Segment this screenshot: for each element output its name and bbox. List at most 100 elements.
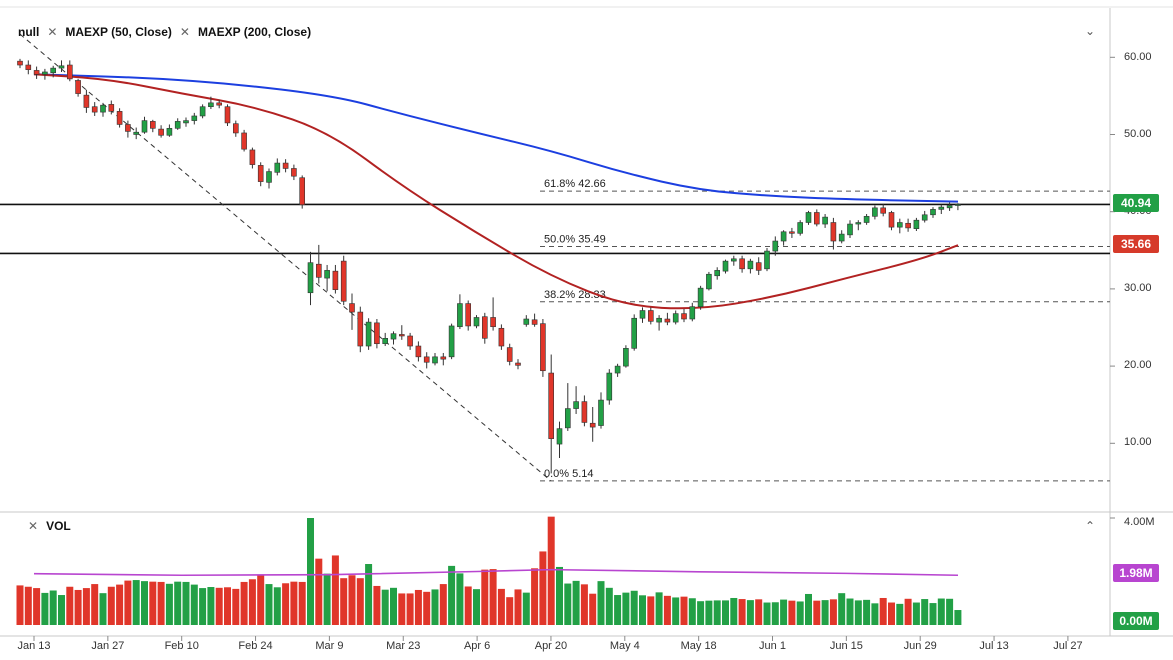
- price-tick: 60.00: [1124, 51, 1152, 63]
- volume-bar: [547, 516, 555, 625]
- candle-body: [133, 131, 139, 135]
- volume-bar: [257, 574, 265, 625]
- volume-bar: [74, 589, 82, 625]
- candle-body: [473, 317, 480, 327]
- candle-body: [150, 121, 156, 129]
- candle-body: [631, 317, 638, 349]
- candle-body: [42, 71, 48, 75]
- chevron-down-icon[interactable]: ⌄: [1085, 24, 1096, 38]
- volume-bar: [937, 598, 945, 625]
- candle-body: [764, 250, 770, 270]
- candle-body: [573, 401, 579, 409]
- volume-bar: [398, 593, 406, 625]
- ma50-line: [33, 73, 959, 310]
- candle-body: [822, 216, 828, 225]
- volume-bar: [423, 591, 431, 625]
- time-tick: Jan 13: [17, 640, 51, 652]
- candle-body: [689, 306, 696, 320]
- candle-body: [158, 128, 164, 136]
- candle-body: [805, 212, 812, 223]
- volume-legend-label[interactable]: VOL: [46, 519, 71, 533]
- candle-body: [755, 262, 762, 271]
- volume-bar: [307, 518, 314, 625]
- candle-body: [374, 322, 380, 345]
- volume-bar: [622, 592, 630, 625]
- candle-body: [531, 319, 538, 325]
- volume-bar: [215, 587, 223, 625]
- candle-body: [714, 270, 721, 277]
- candle-body: [896, 222, 903, 228]
- volume-bar: [846, 598, 854, 625]
- fib-level-label: 0.0% 5.14: [544, 468, 594, 480]
- volume-bar: [838, 593, 846, 625]
- volume-bar: [813, 600, 821, 625]
- candle-body: [349, 303, 355, 313]
- time-tick: Jun 1: [759, 640, 786, 652]
- volume-bar: [282, 583, 290, 625]
- volume-bar: [390, 587, 397, 625]
- volume-bar: [506, 597, 514, 625]
- volume-bar: [746, 600, 754, 625]
- remove-ma200-icon[interactable]: ✕: [179, 25, 190, 39]
- volume-ma-badge: 1.98M: [1113, 564, 1159, 582]
- candle-body: [639, 310, 646, 319]
- ma200-legend-label[interactable]: MAEXP (200, Close): [197, 25, 312, 39]
- volume-bar: [904, 598, 912, 625]
- volume-bar: [531, 568, 539, 625]
- candle-body: [465, 303, 472, 327]
- volume-bar: [580, 584, 588, 625]
- volume-bar: [107, 586, 115, 625]
- volume-bar: [456, 573, 464, 625]
- candle-body: [730, 258, 737, 262]
- candle-body: [606, 372, 613, 401]
- candle-body: [116, 111, 123, 125]
- remove-ma50-icon[interactable]: ✕: [47, 25, 58, 39]
- volume-legend: ✕ VOL: [28, 519, 71, 533]
- candle-body: [432, 356, 438, 364]
- time-tick: Apr 6: [463, 640, 491, 652]
- candle-body: [332, 270, 339, 290]
- volume-bar: [315, 558, 323, 625]
- volume-bar: [763, 602, 771, 625]
- candle-body: [706, 273, 712, 290]
- candle-body: [930, 209, 936, 216]
- volume-bar: [58, 595, 65, 625]
- candle-body: [556, 428, 563, 445]
- volume-bar: [738, 599, 746, 625]
- volume-bar: [157, 581, 165, 625]
- candle-body: [789, 231, 795, 234]
- volume-bar: [564, 583, 572, 625]
- candle-body: [315, 263, 322, 278]
- candle-body: [515, 362, 521, 366]
- volume-bar: [439, 584, 447, 625]
- chevron-up-icon[interactable]: ⌃: [1085, 519, 1096, 533]
- candle-body: [614, 365, 621, 374]
- candle-body: [797, 222, 804, 234]
- candle-body: [224, 106, 231, 124]
- volume-bar: [224, 587, 231, 625]
- volume-bar: [929, 603, 937, 625]
- volume-bar: [373, 585, 381, 625]
- volume-bar: [82, 588, 90, 625]
- volume-bar: [713, 600, 721, 625]
- volume-bar: [497, 588, 505, 625]
- candle-body: [257, 165, 264, 182]
- candle-body: [830, 222, 837, 242]
- price-legend: null ✕ MAEXP (50, Close) ✕ MAEXP (200, C…: [18, 25, 311, 39]
- time-tick: Jul 13: [979, 640, 1009, 652]
- volume-bar: [414, 589, 422, 625]
- volume-bar: [888, 602, 895, 625]
- fib-level-label: 61.8% 42.66: [544, 178, 606, 190]
- volume-bar: [630, 590, 638, 625]
- volume-bar: [348, 575, 356, 625]
- candle-body: [91, 106, 98, 113]
- remove-volume-icon[interactable]: ✕: [28, 519, 39, 533]
- volume-bar: [240, 581, 248, 625]
- volume-bar: [473, 589, 480, 625]
- symbol-label: null: [18, 25, 40, 39]
- volume-bar: [829, 599, 837, 625]
- candle-body: [216, 102, 222, 106]
- ma50-legend-label[interactable]: MAEXP (50, Close): [65, 25, 172, 39]
- candle-body: [390, 333, 397, 340]
